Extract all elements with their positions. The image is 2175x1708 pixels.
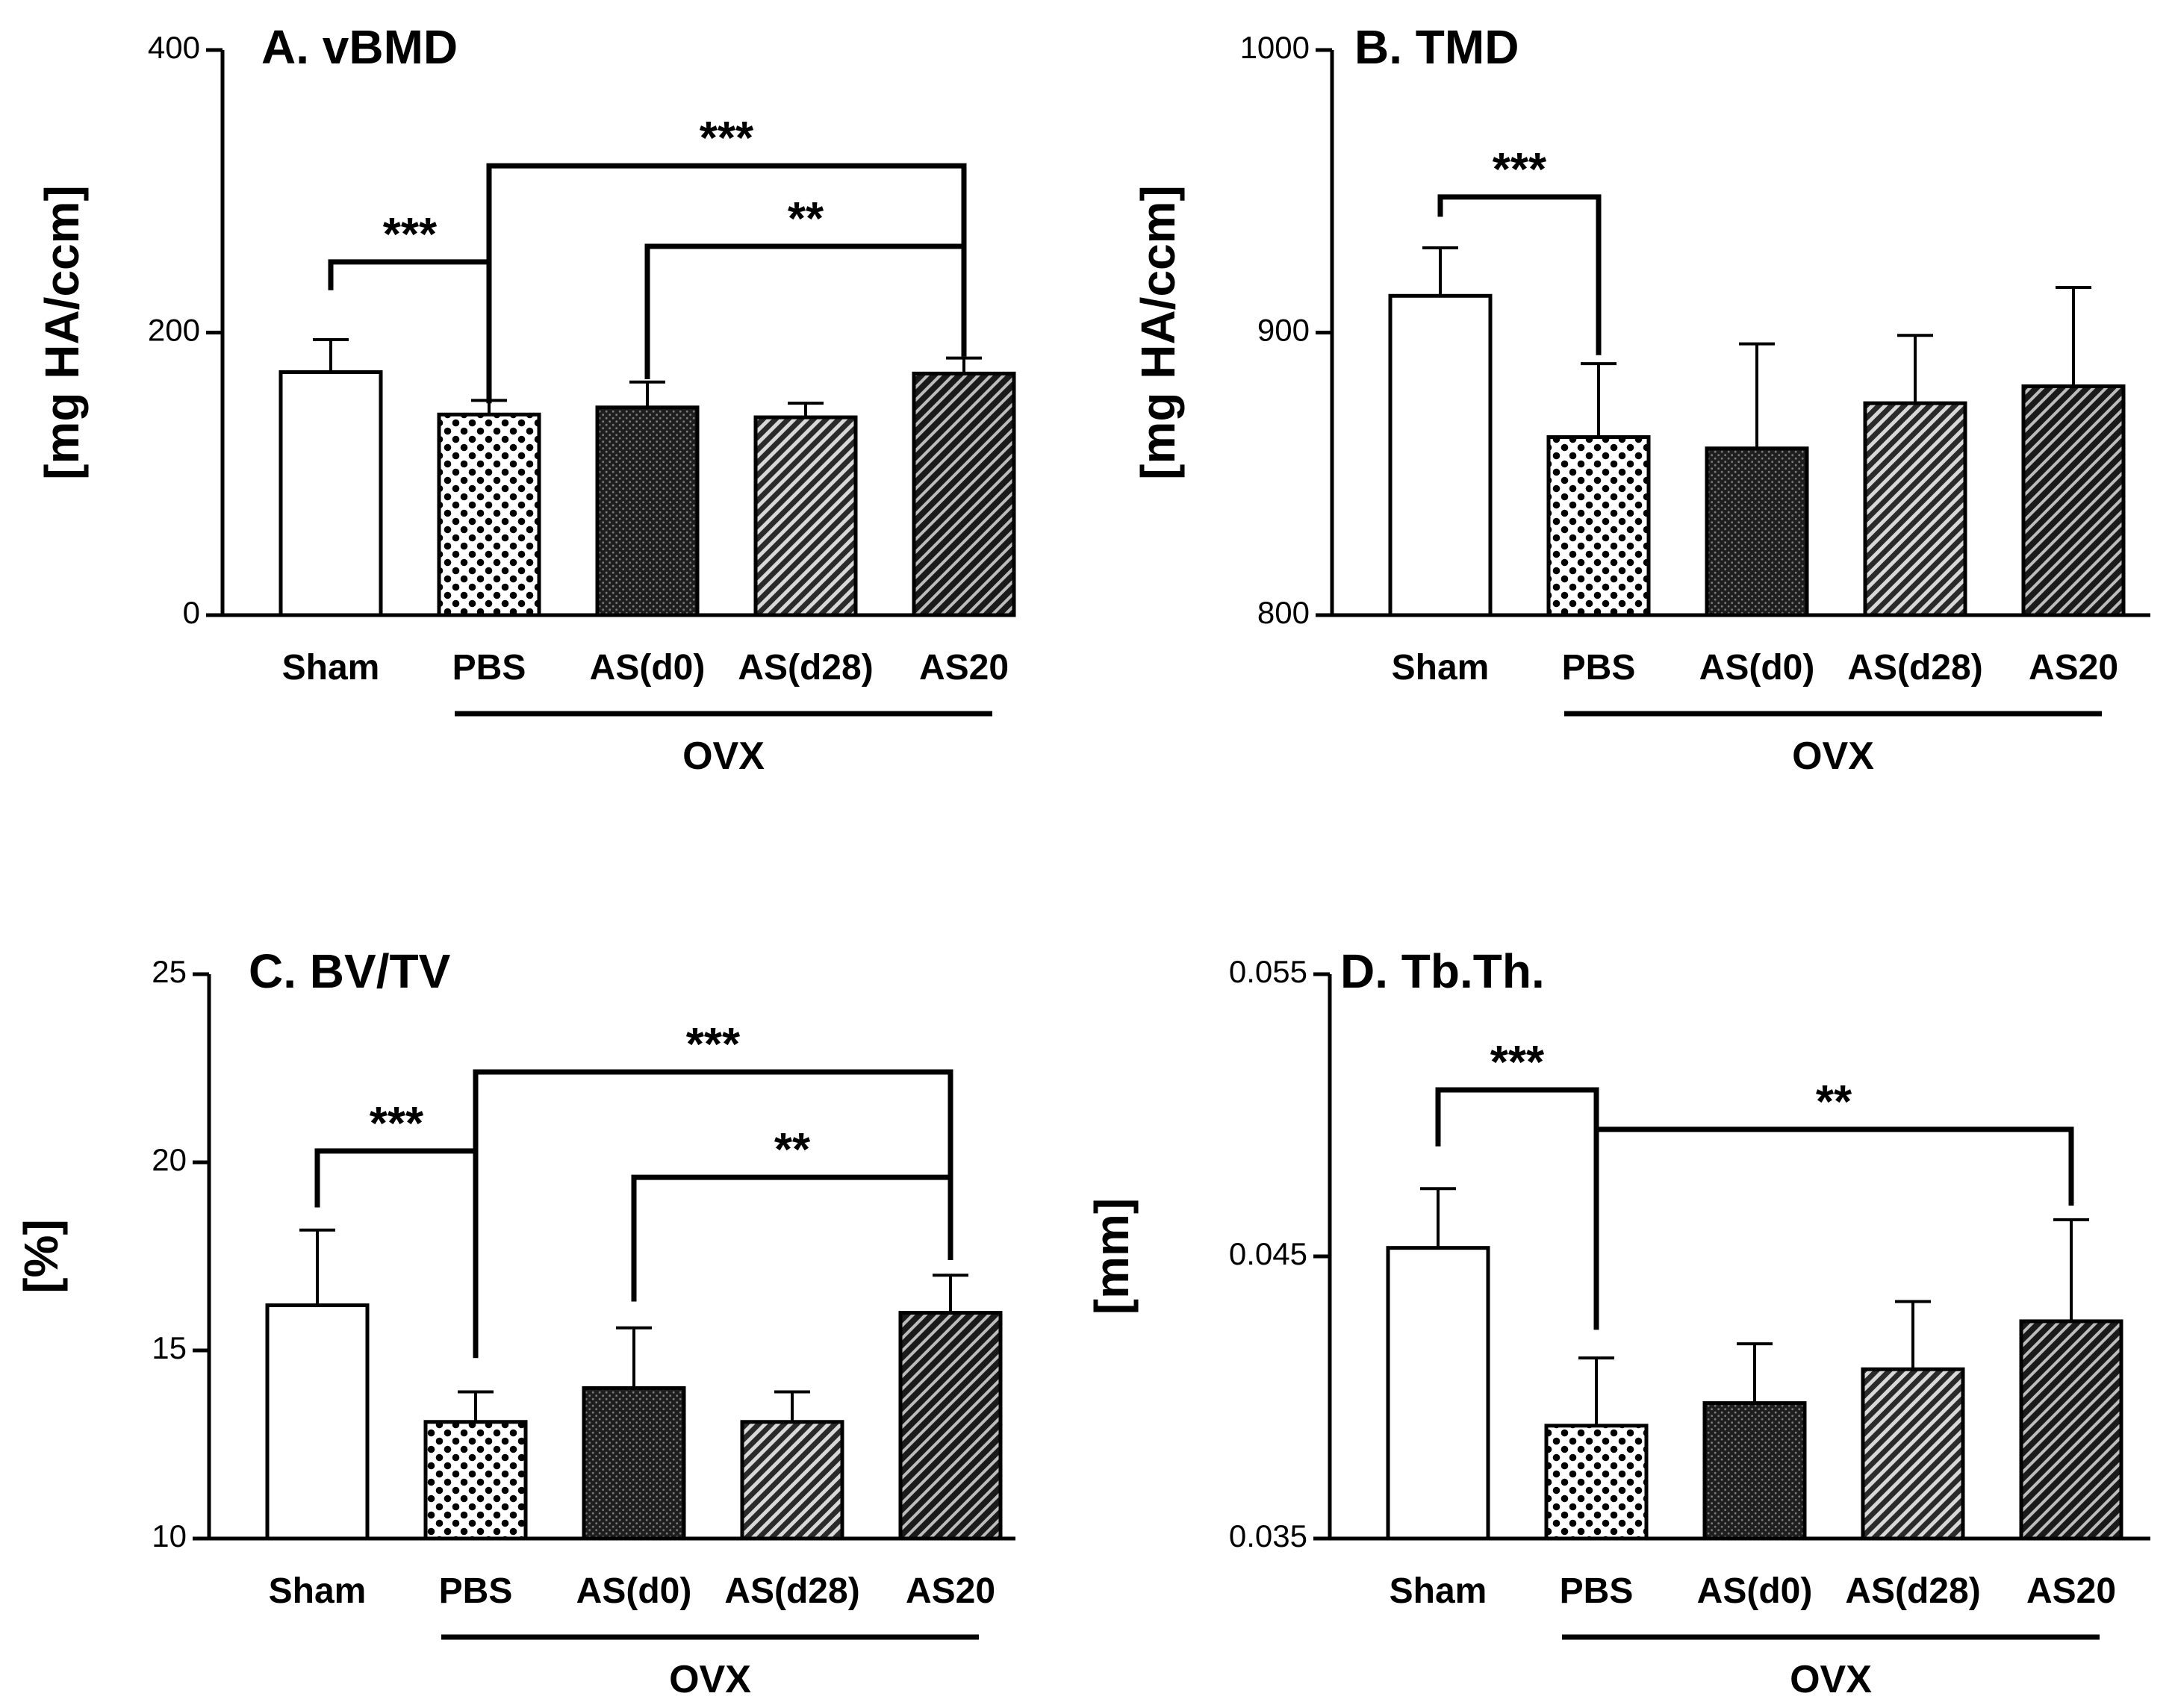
significance-label: *** bbox=[686, 1019, 741, 1070]
x-tick-label: AS(d0) bbox=[1699, 648, 1815, 688]
y-tick-label: 20 bbox=[152, 1142, 187, 1177]
panel-b-tmd: B. TMD [mg HA/ccm] 800 900 1000 Sham PBS AS(d0)… bbox=[1131, 20, 2150, 778]
x-tick-label: PBS bbox=[1562, 648, 1636, 688]
significance-bracket bbox=[644, 243, 967, 379]
y-tick-label: 15 bbox=[152, 1330, 187, 1365]
ovx-group-label: OVX bbox=[682, 735, 765, 778]
x-tick-label: Sham bbox=[1390, 1571, 1487, 1611]
x-tick-label: AS(d28) bbox=[1845, 1571, 1980, 1611]
ovx-group-label: OVX bbox=[669, 1658, 751, 1701]
x-tick-label: PBS bbox=[452, 648, 526, 688]
bar-as-d28 bbox=[1861, 1367, 1965, 1541]
y-tick-label: 1000 bbox=[1240, 30, 1310, 65]
x-tick-label: AS(d28) bbox=[738, 648, 873, 688]
chart-title: A. vBMD bbox=[261, 20, 458, 74]
panel-d-tbth: D. Tb.Th. [mm] 0.035 0.045 0.055 Sham PBS AS(d0… bbox=[1085, 944, 2150, 1701]
bar-as-d0 bbox=[582, 1386, 686, 1541]
y-axis-label: [%] bbox=[14, 1219, 68, 1294]
significance-label: *** bbox=[383, 209, 438, 261]
x-tick-label: AS20 bbox=[906, 1571, 995, 1611]
significance-bracket bbox=[1437, 194, 1602, 355]
bar-pbs bbox=[1546, 435, 1651, 617]
x-tick-label: AS20 bbox=[2029, 648, 2118, 688]
chart-title: D. Tb.Th. bbox=[1340, 944, 1545, 998]
bar-as20 bbox=[2019, 1319, 2123, 1541]
x-tick-label: PBS bbox=[439, 1571, 513, 1611]
x-tick-label: AS20 bbox=[2026, 1571, 2116, 1611]
chart-title: C. BV/TV bbox=[249, 944, 451, 998]
x-tick-label: AS(d0) bbox=[1697, 1571, 1813, 1611]
significance-label: *** bbox=[370, 1098, 424, 1150]
x-tick-label: Sham bbox=[269, 1571, 367, 1611]
significance-label: ** bbox=[774, 1124, 811, 1176]
bar-sham bbox=[279, 370, 383, 617]
bar-sham bbox=[265, 1303, 370, 1541]
y-axis-label: [mm] bbox=[1085, 1198, 1139, 1315]
bar-sham bbox=[1388, 293, 1493, 617]
y-tick-label: 400 bbox=[148, 30, 200, 65]
panel-c-bvtv: C. BV/TV [%] 10 15 20 25 Sham PBS AS(d0) AS(d28) A… bbox=[14, 944, 1015, 1701]
significance-label: ** bbox=[788, 193, 824, 245]
y-tick-label: 0 bbox=[183, 595, 200, 630]
bar-as20 bbox=[898, 1311, 1003, 1541]
ovx-group-label: OVX bbox=[1792, 735, 1874, 778]
ovx-group-label: OVX bbox=[1790, 1658, 1872, 1701]
y-tick-label: 0.035 bbox=[1229, 1518, 1307, 1553]
bar-as-d0 bbox=[595, 405, 700, 617]
chart-title: B. TMD bbox=[1354, 20, 1519, 74]
y-axis-label: [mg HA/ccm] bbox=[1131, 185, 1185, 480]
significance-bracket bbox=[1593, 1126, 2074, 1330]
y-tick-label: 800 bbox=[1257, 595, 1310, 630]
significance-label: *** bbox=[1493, 144, 1547, 196]
bar-pbs bbox=[437, 412, 541, 617]
significance-bracket bbox=[486, 163, 967, 404]
y-tick-label: 0.045 bbox=[1229, 1236, 1307, 1271]
significance-label: *** bbox=[700, 113, 754, 164]
y-tick-label: 25 bbox=[152, 954, 187, 989]
significance-bracket bbox=[631, 1174, 953, 1302]
bar-as-d28 bbox=[740, 1420, 844, 1541]
x-tick-label: AS(d28) bbox=[1847, 648, 1982, 688]
x-tick-label: AS(d28) bbox=[724, 1571, 859, 1611]
bar-as-d28 bbox=[753, 415, 858, 617]
x-tick-label: AS(d0) bbox=[590, 648, 706, 688]
panel-a-vbmd: A. vBMD [mg HA/ccm] 0 200 400 Sham PBS AS(d0) AS… bbox=[35, 20, 1016, 778]
bar-as-d0 bbox=[1702, 1401, 1807, 1541]
bar-sham bbox=[1386, 1246, 1490, 1541]
x-tick-label: Sham bbox=[1392, 648, 1490, 688]
x-tick-label: AS20 bbox=[919, 648, 1009, 688]
bar-as-d0 bbox=[1705, 446, 1809, 617]
bar-as20 bbox=[912, 371, 1016, 617]
x-tick-label: PBS bbox=[1560, 1571, 1634, 1611]
bar-pbs bbox=[1544, 1424, 1649, 1541]
x-tick-label: Sham bbox=[282, 648, 380, 688]
significance-label: *** bbox=[1490, 1037, 1545, 1088]
y-axis-label: [mg HA/ccm] bbox=[35, 185, 89, 480]
bar-pbs bbox=[423, 1420, 528, 1541]
significance-label: ** bbox=[1816, 1076, 1852, 1128]
x-tick-label: AS(d0) bbox=[576, 1571, 692, 1611]
y-tick-label: 900 bbox=[1257, 313, 1310, 348]
significance-bracket bbox=[473, 1069, 953, 1359]
bar-as20 bbox=[2021, 384, 2126, 617]
y-tick-label: 0.055 bbox=[1229, 954, 1307, 989]
y-tick-label: 10 bbox=[152, 1518, 187, 1553]
bar-as-d28 bbox=[1863, 401, 1967, 617]
y-tick-label: 200 bbox=[148, 313, 200, 348]
